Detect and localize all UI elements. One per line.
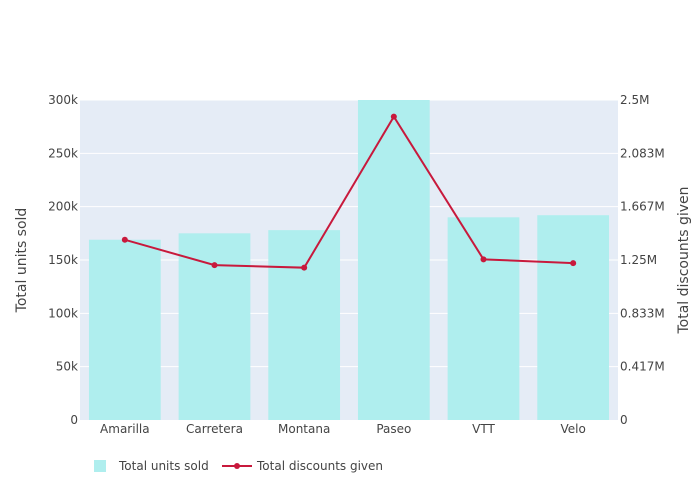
discounts-point xyxy=(390,113,397,120)
y-tick-label-right: 1.25M xyxy=(620,253,657,267)
y-tick-label-right: 0.417M xyxy=(620,360,665,374)
discounts-line xyxy=(124,114,574,269)
legend-label-line: Total discounts given xyxy=(256,459,383,473)
legend-swatch-bar xyxy=(94,460,106,472)
discounts-point xyxy=(211,262,218,269)
bar xyxy=(357,100,430,420)
y-tick-label-left: 300k xyxy=(48,93,78,107)
y-tick-label-left: 150k xyxy=(48,253,78,267)
discounts-point xyxy=(121,236,128,243)
bar xyxy=(268,230,341,420)
y-tick-label-left: 250k xyxy=(48,146,78,160)
discounts-point xyxy=(570,260,577,267)
y-tick-label-right: 2.5M xyxy=(620,93,649,107)
x-tick-label: Velo xyxy=(560,422,585,436)
y-tick-label-left: 100k xyxy=(48,306,78,320)
legend-swatch-marker xyxy=(234,463,240,469)
y-axis-title-left: Total units sold xyxy=(14,208,30,314)
x-tick-label: VTT xyxy=(472,422,495,436)
discounts-point xyxy=(480,256,487,263)
y-tick-label-left: 50k xyxy=(56,360,78,374)
y-axis-title-right: Total discounts given xyxy=(676,186,692,334)
y-tick-label-right: 0 xyxy=(620,413,628,427)
y-tick-label-left: 200k xyxy=(48,200,78,214)
y-tick-label-right: 2.083M xyxy=(620,146,665,160)
y-tick-label-left: 0 xyxy=(70,413,78,427)
bar xyxy=(537,215,610,420)
x-tick-label: Paseo xyxy=(376,422,411,436)
x-tick-label: Amarilla xyxy=(100,422,150,436)
bar xyxy=(88,239,161,420)
x-tick-label: Montana xyxy=(278,422,330,436)
x-tick-label: Carretera xyxy=(186,422,243,436)
y-tick-label-right: 0.833M xyxy=(620,306,665,320)
bar xyxy=(447,217,520,420)
discounts-point xyxy=(301,264,308,271)
y-tick-label-right: 1.667M xyxy=(620,200,665,214)
bar xyxy=(178,233,251,420)
legend-label-bar: Total units sold xyxy=(118,459,209,473)
